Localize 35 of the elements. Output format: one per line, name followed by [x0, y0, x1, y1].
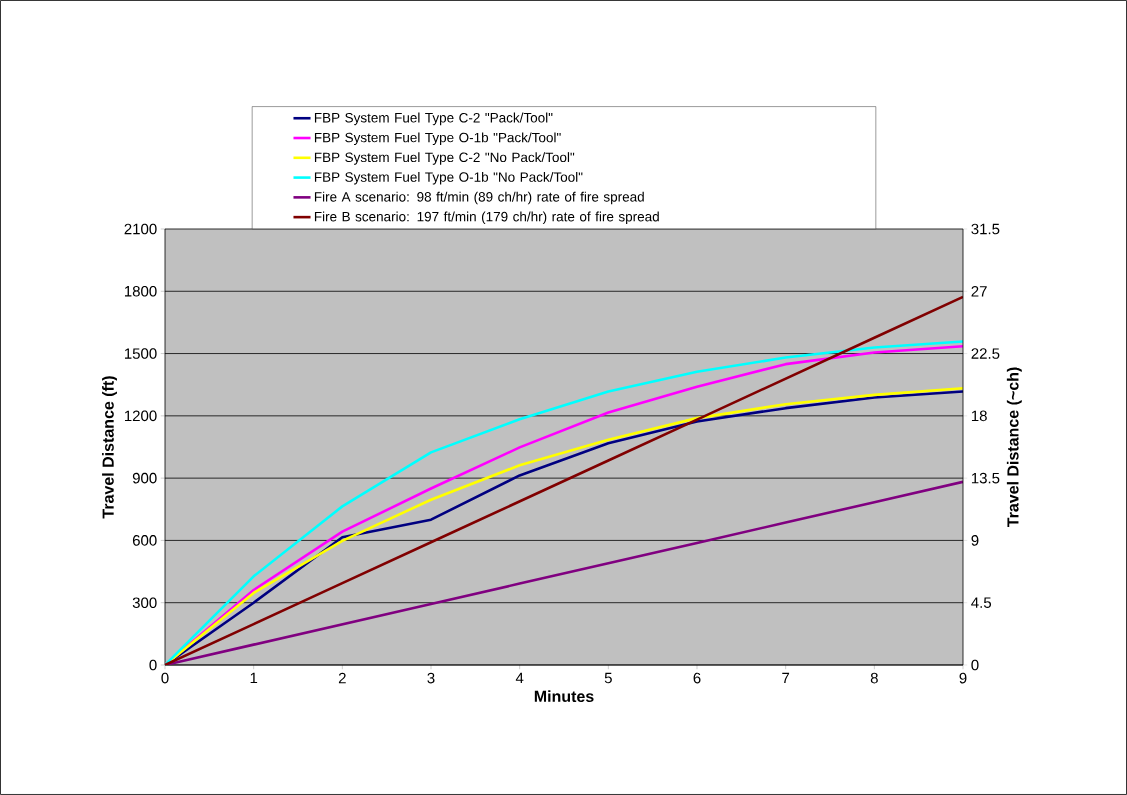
- x-tick-label: 1: [250, 672, 258, 684]
- x-tick-label: 5: [604, 672, 612, 684]
- y2-axis-title: Travel Distance (~ch): [1006, 367, 1022, 528]
- x-axis-title: Minutes: [534, 690, 594, 703]
- y-tick-label: 900: [132, 472, 157, 484]
- y-tick-label: 1500: [124, 348, 157, 359]
- legend-label: Fire A scenario: 98 ft/min (89 ch/hr) rate of fire spread: [314, 191, 644, 205]
- x-tick-label: 9: [959, 672, 967, 684]
- y-tick-label: 0: [149, 659, 157, 671]
- y2-tick-label: 9: [971, 535, 979, 546]
- legend-label: FBP System Fuel Type C-2 "No Pack/Tool": [314, 152, 575, 165]
- legend-label: FBP System Fuel Type C-2 "Pack/Tool": [314, 112, 553, 126]
- x-tick-label: 0: [161, 672, 169, 684]
- y-tick-label: 1200: [124, 410, 157, 422]
- y2-tick-label: 18: [971, 410, 987, 422]
- x-tick-label: 4: [515, 672, 524, 684]
- x-tick-label: 2: [338, 672, 346, 684]
- y2-tick-label: 27: [971, 286, 987, 297]
- y-tick-label: 2100: [124, 223, 157, 235]
- x-tick-label: 3: [427, 672, 435, 684]
- x-tick-label: 8: [870, 672, 878, 684]
- x-tick-label: 6: [693, 672, 701, 684]
- legend-label: FBP System Fuel Type O-1b "Pack/Tool": [314, 132, 561, 145]
- y-tick-label: 300: [132, 597, 157, 609]
- y-tick-label: 1800: [124, 285, 157, 297]
- y-axis-title: Travel Distance (ft): [102, 376, 117, 519]
- y2-tick-label: 0: [971, 659, 979, 671]
- legend-label: FBP System Fuel Type O-1b "No Pack/Tool": [314, 171, 583, 185]
- x-tick-label: 7: [782, 672, 790, 684]
- y2-tick-label: 4.5: [971, 597, 992, 608]
- y2-tick-label: 22.5: [971, 348, 1000, 359]
- y2-tick-label: 13.5: [971, 472, 1000, 484]
- y2-tick-label: 31.5: [971, 223, 1000, 235]
- legend-label: Fire B scenario: 197 ft/min (179 ch/hr) rate of fire spread: [314, 211, 659, 225]
- y-tick-label: 600: [132, 535, 157, 546]
